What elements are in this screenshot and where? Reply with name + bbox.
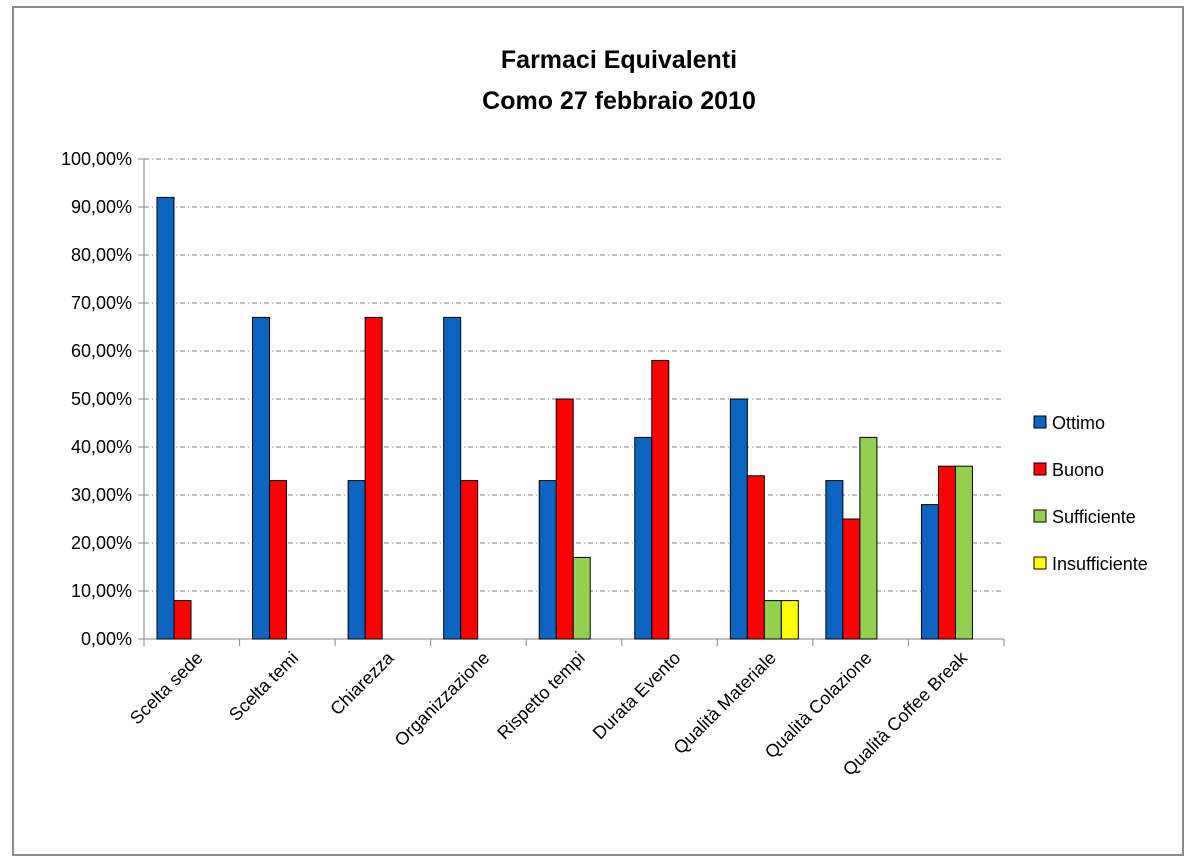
y-tick-label: 70,00% (71, 293, 132, 313)
bar-buono (555, 398, 574, 640)
x-category-label: Scelta temi (225, 648, 302, 725)
x-category-label: Durata Evento (589, 648, 685, 744)
y-tick-label: 0,00% (81, 629, 132, 649)
bar-sufficiente (954, 465, 973, 640)
legend-label-ottimo: Ottimo (1052, 413, 1105, 433)
legend-swatch-buono (1033, 462, 1047, 476)
bar-ottimo (920, 504, 939, 640)
bar-buono (651, 360, 670, 640)
y-tick-label: 50,00% (71, 389, 132, 409)
chart-frame: Farmaci Equivalenti Como 27 febbraio 201… (12, 6, 1184, 856)
chart-title: Farmaci Equivalenti (501, 46, 737, 74)
y-tick-label: 80,00% (71, 245, 132, 265)
legend-label-sufficiente: Sufficiente (1052, 507, 1136, 527)
bar-ottimo (634, 436, 653, 640)
bar-sufficiente (763, 600, 782, 640)
bar-buono (746, 475, 765, 640)
bar-ottimo (443, 316, 462, 640)
bar-buono (460, 480, 479, 640)
y-tick-label: 100,00% (61, 149, 132, 169)
y-tick-label: 20,00% (71, 533, 132, 553)
bar-buono (364, 316, 383, 640)
bar-ottimo (825, 480, 844, 640)
x-category-label: Qualità Materiale (670, 648, 780, 758)
y-tick-label: 10,00% (71, 581, 132, 601)
bar-buono (173, 600, 192, 640)
legend-label-insufficiente: Insufficiente (1052, 554, 1148, 574)
bar-sufficiente (572, 556, 591, 640)
x-category-label: Chiarezza (326, 647, 398, 719)
y-tick-labels: 0,00% 10,00% 20,00% 30,00% 40,00% 50,00% 60,00… (61, 149, 132, 649)
bar-sufficiente (859, 436, 878, 640)
chart-subtitle: Como 27 febbraio 2010 (482, 87, 756, 115)
y-tick-label: 60,00% (71, 341, 132, 361)
x-category-labels: Scelta sede Scelta temi ChiarezzaOrganizza… (126, 647, 972, 780)
legend-swatch-ottimo (1033, 415, 1047, 429)
x-category-label: Rispetto tempi (493, 648, 589, 744)
bar-buono (269, 480, 288, 640)
y-tick-label: 40,00% (71, 437, 132, 457)
bar-buono (937, 465, 956, 640)
bar-buono (842, 518, 861, 640)
bar-insufficiente (780, 600, 799, 640)
legend-swatch-insufficiente (1033, 556, 1047, 570)
y-tick-label: 30,00% (71, 485, 132, 505)
x-category-label: Organizzazione (391, 648, 494, 751)
legend: Ottimo Buono Sufficiente Insufficiente (1033, 413, 1148, 574)
bar-ottimo (156, 196, 175, 640)
y-tick-label: 90,00% (71, 197, 132, 217)
bar-ottimo (252, 316, 271, 640)
legend-swatch-sufficiente (1033, 509, 1047, 523)
x-category-label: Scelta sede (126, 648, 207, 729)
bar-ottimo (729, 398, 748, 640)
bar-chart: Farmaci Equivalenti Como 27 febbraio 201… (61, 46, 1148, 780)
legend-label-buono: Buono (1052, 460, 1104, 480)
bar-ottimo (538, 480, 557, 640)
bar-ottimo (347, 480, 366, 640)
bars (156, 196, 973, 640)
